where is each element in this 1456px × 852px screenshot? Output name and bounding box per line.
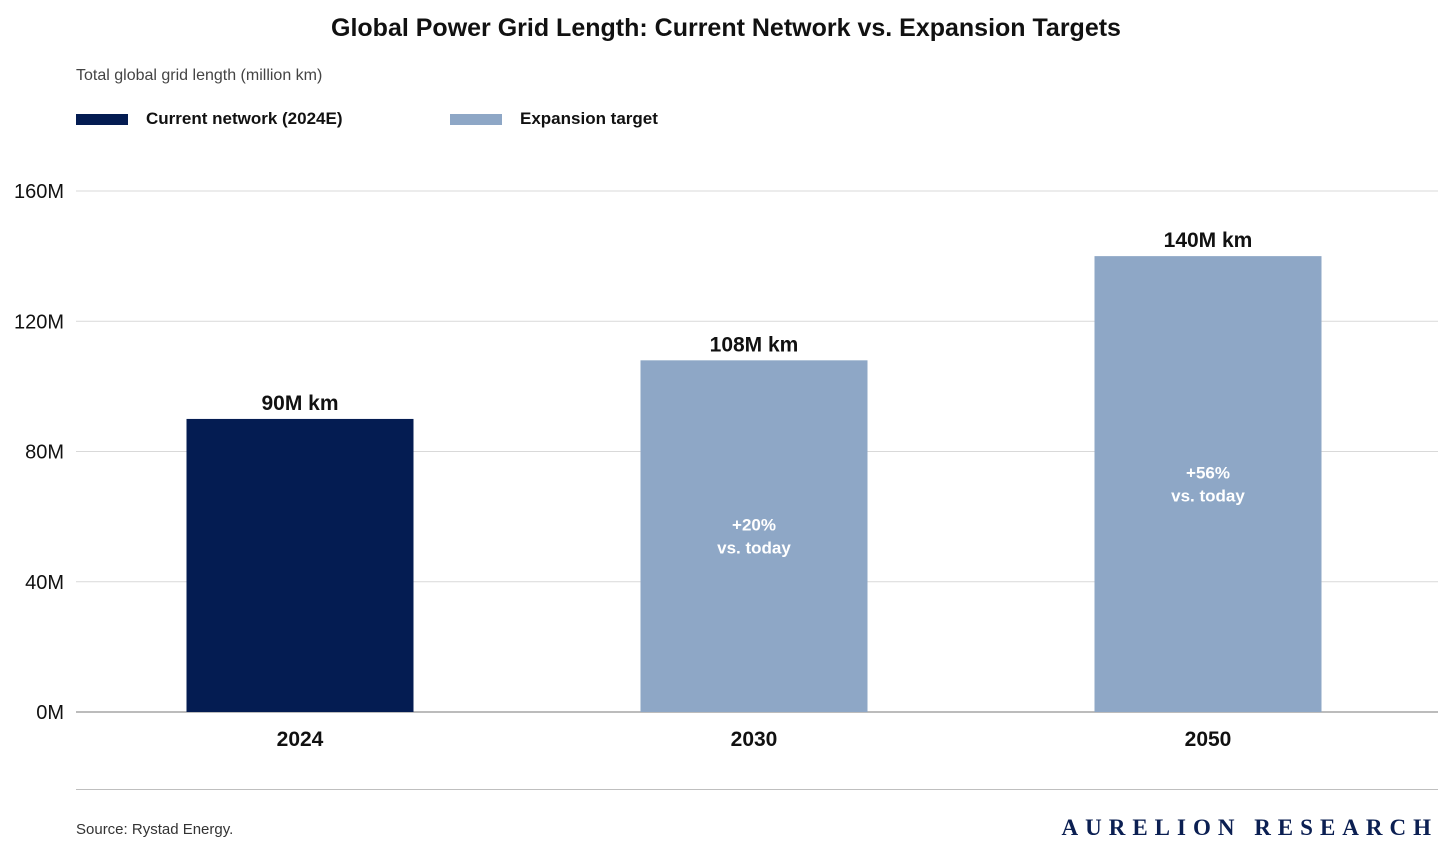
brand-logo-text: AURELION RESEARCH	[1061, 815, 1438, 840]
x-tick-label: 2050	[1185, 728, 1232, 751]
legend-swatch-expansion	[450, 113, 502, 125]
source-note: Source: Rystad Energy.	[76, 821, 234, 838]
legend-item-current: Current network (2024E)	[76, 109, 343, 129]
bar-change-annotation: vs. today	[717, 539, 791, 558]
chart-title: Global Power Grid Length: Current Networ…	[331, 14, 1121, 42]
bar-2030	[640, 360, 868, 712]
y-tick-label: 0M	[36, 702, 64, 724]
chart-subtitle: Total global grid length (million km)	[76, 67, 323, 84]
legend-label-current: Current network (2024E)	[146, 109, 343, 128]
bar-change-annotation: vs. today	[1171, 487, 1245, 506]
bar-2050	[1094, 256, 1322, 712]
bar-value-label: 140M km	[1164, 229, 1253, 252]
legend-swatch-current	[76, 113, 128, 125]
bar-change-annotation: +20%	[732, 516, 776, 535]
bar-value-label: 90M km	[261, 392, 338, 415]
y-tick-label: 120M	[14, 311, 64, 333]
footer-divider	[76, 789, 1438, 790]
y-tick-label: 80M	[25, 442, 64, 464]
bar-change-annotation: +56%	[1186, 464, 1230, 483]
y-tick-label: 40M	[25, 572, 64, 594]
bar-2024	[186, 418, 414, 712]
bar-value-label: 108M km	[710, 333, 799, 356]
y-tick-label: 160M	[14, 181, 64, 203]
legend-label-expansion: Expansion target	[520, 109, 658, 128]
legend-item-expansion: Expansion target	[450, 109, 658, 129]
x-tick-label: 2024	[277, 728, 324, 751]
x-tick-label: 2030	[731, 728, 778, 751]
